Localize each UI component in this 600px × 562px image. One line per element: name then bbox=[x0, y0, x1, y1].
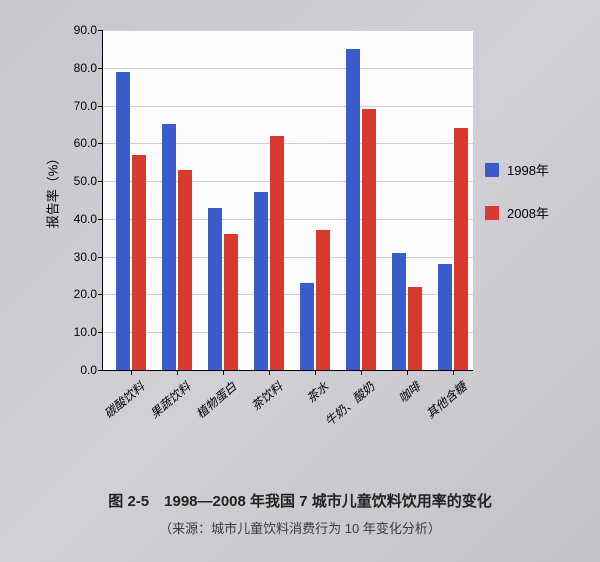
legend: 1998年 2008年 bbox=[485, 160, 549, 246]
x-category-label: 植物蛋白 bbox=[192, 378, 240, 422]
bar bbox=[224, 234, 238, 370]
legend-label: 1998年 bbox=[507, 160, 549, 179]
y-tick-label: 70.0 bbox=[74, 99, 97, 113]
legend-label: 2008年 bbox=[507, 203, 549, 222]
x-category-label: 茶饮料 bbox=[247, 378, 286, 414]
legend-swatch bbox=[485, 206, 499, 220]
bar bbox=[254, 192, 268, 370]
figure-source: （来源：城市儿童饮料消费行为 10 年变化分析） bbox=[0, 518, 600, 537]
y-tick-label: 10.0 bbox=[74, 325, 97, 339]
y-tick-label: 90.0 bbox=[74, 23, 97, 37]
plot-area: 0.010.020.030.040.050.060.070.080.090.0碳… bbox=[102, 30, 473, 371]
bar bbox=[454, 128, 468, 370]
y-tick-label: 50.0 bbox=[74, 174, 97, 188]
y-tick-label: 30.0 bbox=[74, 250, 97, 264]
grid-line bbox=[103, 219, 473, 220]
x-category-label: 牛奶、酸奶 bbox=[321, 378, 378, 430]
grid-line bbox=[103, 30, 473, 31]
x-tick-mark bbox=[131, 370, 132, 375]
grid-line bbox=[103, 106, 473, 107]
x-category-label: 碳酸饮料 bbox=[100, 378, 148, 422]
bar bbox=[392, 253, 406, 370]
x-tick-mark bbox=[407, 370, 408, 375]
y-axis-title: 报告率（%） bbox=[43, 152, 62, 229]
bar bbox=[116, 72, 130, 370]
y-tick-label: 80.0 bbox=[74, 61, 97, 75]
chart-container: 报告率（%） 0.010.020.030.040.050.060.070.080… bbox=[30, 20, 570, 470]
figure-title: 图 2-5 1998—2008 年我国 7 城市儿童饮料饮用率的变化 bbox=[0, 490, 600, 511]
bar bbox=[162, 124, 176, 370]
legend-swatch bbox=[485, 163, 499, 177]
bar bbox=[316, 230, 330, 370]
bar bbox=[362, 109, 376, 370]
x-category-label: 咖啡 bbox=[395, 378, 424, 406]
bar bbox=[178, 170, 192, 370]
grid-line bbox=[103, 68, 473, 69]
x-tick-mark bbox=[453, 370, 454, 375]
y-tick-mark bbox=[98, 257, 103, 258]
y-tick-mark bbox=[98, 219, 103, 220]
x-tick-mark bbox=[223, 370, 224, 375]
y-tick-label: 20.0 bbox=[74, 287, 97, 301]
x-tick-mark bbox=[361, 370, 362, 375]
bar bbox=[270, 136, 284, 370]
x-tick-mark bbox=[315, 370, 316, 375]
bar bbox=[346, 49, 360, 370]
y-tick-mark bbox=[98, 30, 103, 31]
bar bbox=[300, 283, 314, 370]
legend-item: 2008年 bbox=[485, 203, 549, 222]
y-tick-label: 0.0 bbox=[80, 363, 97, 377]
y-tick-mark bbox=[98, 143, 103, 144]
bar bbox=[208, 208, 222, 370]
grid-line bbox=[103, 257, 473, 258]
legend-item: 1998年 bbox=[485, 160, 549, 179]
y-tick-mark bbox=[98, 106, 103, 107]
grid-line bbox=[103, 143, 473, 144]
x-category-label: 其他含糖 bbox=[422, 378, 470, 422]
y-tick-label: 60.0 bbox=[74, 136, 97, 150]
bar bbox=[408, 287, 422, 370]
y-tick-mark bbox=[98, 370, 103, 371]
x-category-label: 茶水 bbox=[303, 378, 332, 406]
y-tick-mark bbox=[98, 294, 103, 295]
x-tick-mark bbox=[269, 370, 270, 375]
y-tick-label: 40.0 bbox=[74, 212, 97, 226]
grid-line bbox=[103, 181, 473, 182]
x-tick-mark bbox=[177, 370, 178, 375]
y-tick-mark bbox=[98, 181, 103, 182]
bar bbox=[132, 155, 146, 370]
y-tick-mark bbox=[98, 332, 103, 333]
bar bbox=[438, 264, 452, 370]
y-tick-mark bbox=[98, 68, 103, 69]
x-category-label: 果蔬饮料 bbox=[146, 378, 194, 422]
